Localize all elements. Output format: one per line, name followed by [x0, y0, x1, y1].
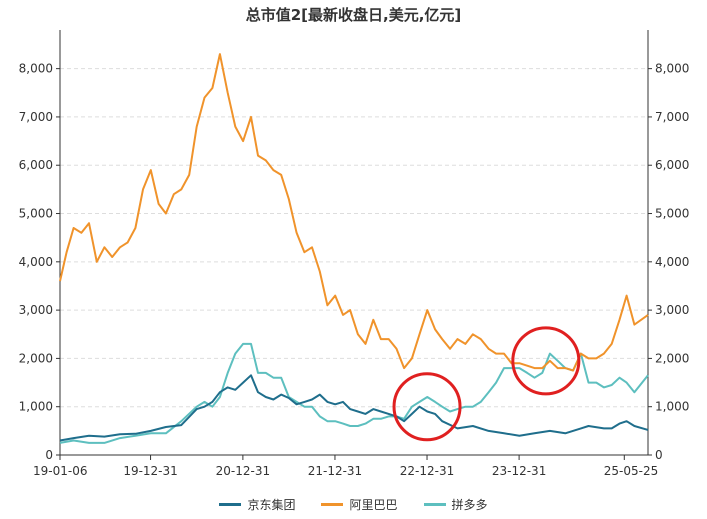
legend-item-alibaba[interactable]: 阿里巴巴	[321, 496, 398, 513]
x-tick-label: 23-12-31	[492, 464, 546, 478]
legend-label-pdd: 拼多多	[451, 498, 488, 512]
annotation-circle	[392, 372, 462, 442]
axis-layer: 0 0 1,000 1,000 2,000 2,000 3,000 3,000 4,000 4,0…	[19, 30, 689, 478]
legend-item-jd[interactable]: 京东集团	[219, 496, 295, 513]
legend-swatch-pdd	[423, 503, 446, 506]
series-line-2	[59, 342, 649, 444]
y-tick-label-right: 2,000	[655, 351, 689, 365]
legend-label-jd: 京东集团	[247, 498, 296, 512]
y-tick-label-right: 7,000	[655, 110, 689, 124]
x-tick-label: 21-12-31	[308, 464, 362, 478]
y-tick-label-right: 6,000	[655, 158, 689, 172]
legend-label-alibaba: 阿里巴巴	[349, 498, 398, 512]
x-tick-label: 19-01-06	[33, 464, 87, 478]
chart-title: 总市值2[最新收盘日,美元,亿元]	[245, 6, 462, 24]
legend: 京东集团 阿里巴巴 拼多多	[0, 496, 707, 513]
series-line-0	[59, 374, 649, 442]
legend-item-pdd[interactable]: 拼多多	[423, 496, 488, 513]
y-tick-label-right: 3,000	[655, 303, 689, 317]
x-tick-label: 25-05-25	[604, 464, 658, 478]
y-tick-label-right: 0	[655, 448, 663, 462]
x-tick-label: 20-12-31	[216, 464, 270, 478]
y-tick-label-left: 1,000	[19, 400, 53, 414]
y-tick-label-right: 5,000	[655, 207, 689, 221]
series-layer	[59, 53, 649, 444]
x-tick-label: 22-12-31	[400, 464, 454, 478]
y-tick-label-left: 2,000	[19, 351, 53, 365]
y-tick-label-left: 8,000	[19, 62, 53, 76]
annotation-circle	[511, 326, 581, 396]
y-tick-label-left: 6,000	[19, 158, 53, 172]
y-tick-label-left: 7,000	[19, 110, 53, 124]
y-tick-label-left: 3,000	[19, 303, 53, 317]
annotation-layer	[392, 326, 581, 442]
grid-layer	[60, 68, 648, 408]
legend-swatch-alibaba	[321, 503, 344, 506]
series-line-1	[59, 53, 649, 372]
y-tick-label-left: 5,000	[19, 207, 53, 221]
x-tick-label: 19-12-31	[123, 464, 177, 478]
y-tick-label-left: 0	[45, 448, 53, 462]
y-tick-label-right: 8,000	[655, 62, 689, 76]
y-tick-label-left: 4,000	[19, 255, 53, 269]
y-tick-label-right: 4,000	[655, 255, 689, 269]
y-tick-label-right: 1,000	[655, 400, 689, 414]
legend-swatch-jd	[219, 503, 242, 506]
